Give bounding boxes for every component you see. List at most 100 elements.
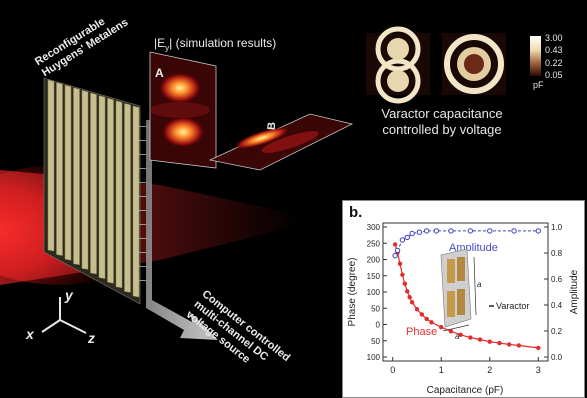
series-label-phase: Phase	[406, 326, 437, 338]
amplitude-point	[409, 230, 415, 237]
y-left-tick-label: 50	[371, 337, 380, 346]
phase-point	[468, 335, 473, 340]
chart-y-right-label: Amplitude	[569, 269, 580, 314]
phase-point	[419, 312, 425, 317]
phase-series-line	[394, 244, 539, 349]
amplitude-point	[511, 228, 517, 234]
amplitude-point	[448, 228, 454, 234]
field-title-suffix: | (simulation results)	[169, 36, 277, 50]
amplitude-point	[399, 237, 406, 243]
metalens-slat	[132, 105, 140, 298]
y-right-tick-label: 0.2	[551, 327, 563, 336]
dim-a-label: a	[477, 280, 482, 289]
metalens-slat	[98, 95, 106, 279]
amplitude-point	[404, 234, 410, 241]
coordinate-axes	[41, 297, 87, 334]
amplitude-point	[433, 228, 440, 234]
metalens-slat	[47, 79, 55, 252]
axis-x-label: x	[26, 326, 34, 342]
phase-point	[405, 289, 410, 294]
field-title: |Ey| (simulation results)	[154, 36, 276, 52]
phase-point	[439, 324, 444, 330]
amplitude-point	[392, 252, 398, 259]
varactor-caption-line2: controlled by voltage	[382, 122, 502, 137]
simulation-panel-a	[149, 51, 217, 169]
phase-point	[424, 316, 429, 322]
phase-point	[409, 300, 415, 305]
phase-point	[400, 272, 405, 277]
metalens-slat	[64, 84, 72, 261]
metalens-slat	[73, 87, 80, 266]
y-left-tick-label: 100	[367, 288, 381, 297]
amplitude-point	[487, 228, 493, 234]
chart-panel-label: b.	[349, 204, 362, 221]
phase-point	[477, 337, 483, 342]
dim-b-label: a	[455, 332, 460, 341]
y-left-tick-label: 150	[367, 272, 381, 281]
panel-b-label: B	[265, 121, 279, 131]
amplitude-point	[535, 228, 541, 234]
y-left-tick-label: 250	[367, 239, 381, 248]
y-right-tick-label: 0.8	[551, 249, 563, 258]
phase-point	[487, 339, 492, 344]
phase-point	[402, 281, 408, 286]
metalens-slat	[56, 82, 63, 256]
phase-amplitude-chart: 0 1 2 3 300 250 200 150 100 50 0 50 100 1.0 0.8 0.6 0.4 0…	[342, 200, 585, 398]
x-tick-label: 2	[487, 365, 492, 375]
x-tick-label: 0	[390, 365, 395, 375]
phase-point	[407, 294, 412, 300]
chart-y-left-label: Phase (degree)	[347, 258, 358, 327]
varactor-caption: Varactor capacitance controlled by volta…	[372, 106, 512, 138]
field-title-prefix: |E	[154, 36, 166, 50]
capacitance-map-1	[366, 26, 430, 104]
simulation-panel-b	[208, 113, 354, 171]
amplitude-point	[467, 228, 474, 234]
capacitance-map-2	[442, 33, 506, 95]
capacitance-colorbar	[530, 36, 541, 76]
y-left-tick-label: 50	[371, 304, 380, 313]
phase-point	[414, 307, 420, 312]
varactor-annotation: Varactor	[496, 301, 529, 311]
unit-cell-illustration	[440, 248, 477, 332]
metalens-array	[43, 77, 141, 305]
phase-point	[536, 345, 541, 351]
phase-point	[497, 340, 502, 346]
y-left-tick-label: 0	[376, 321, 381, 330]
colorbar-tick-0: 3.00	[545, 33, 563, 43]
metalens-slat	[115, 100, 123, 289]
colorbar-tick-1: 0.43	[545, 45, 563, 55]
colorbar-tick-3: 0.05	[545, 70, 563, 80]
metalens-slat	[107, 97, 114, 284]
phase-point	[392, 242, 398, 247]
y-right-tick-label: 1.0	[551, 223, 563, 232]
amplitude-point	[416, 229, 423, 235]
varactor-caption-line1: Varactor capacitance	[381, 106, 503, 121]
y-left-tick-label: 300	[367, 223, 381, 232]
axis-y-label: y	[65, 287, 73, 303]
amplitude-point	[394, 247, 401, 254]
x-tick-label: 1	[439, 365, 444, 375]
y-right-tick-label: 0.0	[551, 353, 563, 362]
phase-point	[448, 329, 454, 334]
chart-x-label: Capacitance (pF)	[427, 385, 504, 396]
y-left-tick-label: 200	[367, 256, 381, 265]
y-right-tick-label: 0.6	[551, 275, 563, 284]
axis-z-label: z	[88, 330, 95, 346]
x-tick-label: 3	[536, 365, 541, 375]
phase-point	[397, 261, 403, 266]
phase-point	[516, 343, 522, 348]
phase-point	[458, 332, 463, 337]
phase-point	[429, 320, 434, 325]
colorbar-tick-2: 0.22	[545, 58, 563, 68]
metalens-slat	[90, 92, 97, 275]
chart-svg: 0 1 2 3 300 250 200 150 100 50 0 50 100 1.0 0.8 0.6 0.4 0…	[347, 204, 580, 396]
field-title-sub: y	[165, 43, 170, 53]
amplitude-point	[423, 228, 430, 234]
colorbar-unit: pF	[533, 80, 544, 90]
y-right-tick-label: 0.4	[551, 301, 563, 310]
phase-point	[506, 342, 512, 347]
y-left-tick-label: 100	[367, 353, 381, 362]
metalens-slat	[124, 103, 131, 293]
